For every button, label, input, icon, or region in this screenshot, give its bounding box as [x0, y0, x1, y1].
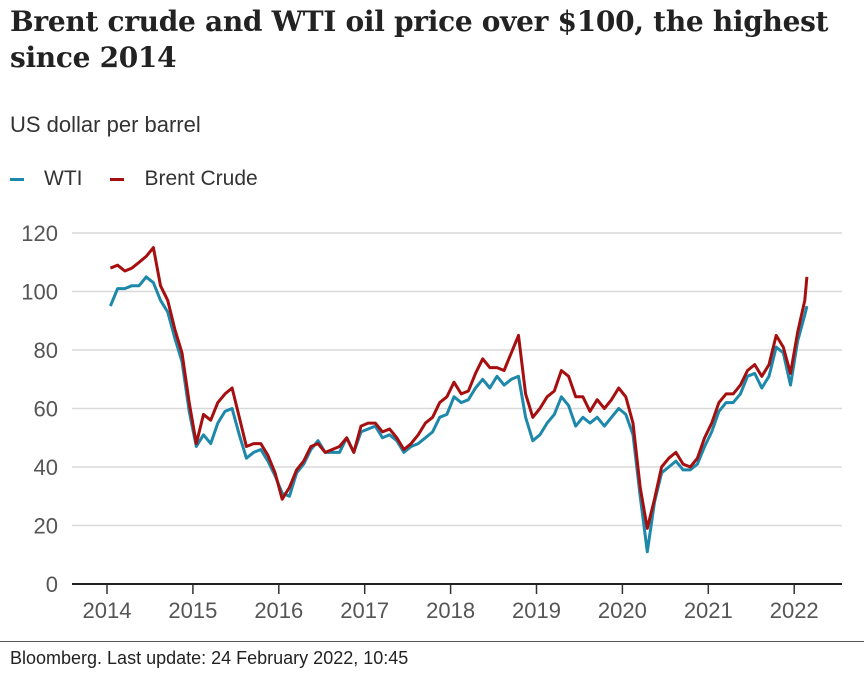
x-tick-label: 2018 — [426, 598, 475, 623]
source-note: Bloomberg. Last update: 24 February 2022… — [0, 641, 864, 669]
x-tick-label: 2022 — [770, 598, 819, 623]
x-tick-label: 2016 — [254, 598, 303, 623]
legend-item-wti: WTI — [10, 167, 82, 191]
legend-label-wti: WTI — [44, 167, 83, 190]
y-tick-label: 100 — [21, 280, 58, 305]
x-tick-label: 2020 — [598, 598, 647, 623]
y-tick-label: 60 — [34, 397, 58, 422]
x-tick-label: 2014 — [83, 598, 132, 623]
legend-swatch-brent — [110, 177, 125, 181]
legend-swatch-wti — [10, 177, 24, 181]
chart-plot: 0 20 40 60 80 100 120 2014 2015 2016 2017 2018 2019 2… — [21, 221, 842, 623]
y-tick-label: 40 — [34, 455, 58, 480]
legend: WTI Brent Crude — [10, 167, 286, 191]
x-tick-label: 2015 — [168, 598, 217, 623]
x-tick-label: 2021 — [684, 598, 733, 623]
legend-item-brent: Brent Crude — [110, 167, 258, 191]
y-tick-label: 20 — [34, 514, 58, 539]
series-line-brent-crude — [109, 246, 809, 530]
y-tick-label: 120 — [21, 221, 58, 246]
chart-title: Brent crude and WTI oil price over $100,… — [10, 5, 829, 74]
y-tick-label: 80 — [34, 338, 58, 363]
x-tick-label: 2017 — [340, 598, 389, 623]
chart-subtitle: US dollar per barrel — [10, 112, 201, 137]
y-tick-label: 0 — [46, 572, 58, 597]
series-line-wti — [109, 275, 809, 554]
legend-label-brent: Brent Crude — [144, 167, 258, 190]
x-tick-label: 2019 — [512, 598, 561, 623]
